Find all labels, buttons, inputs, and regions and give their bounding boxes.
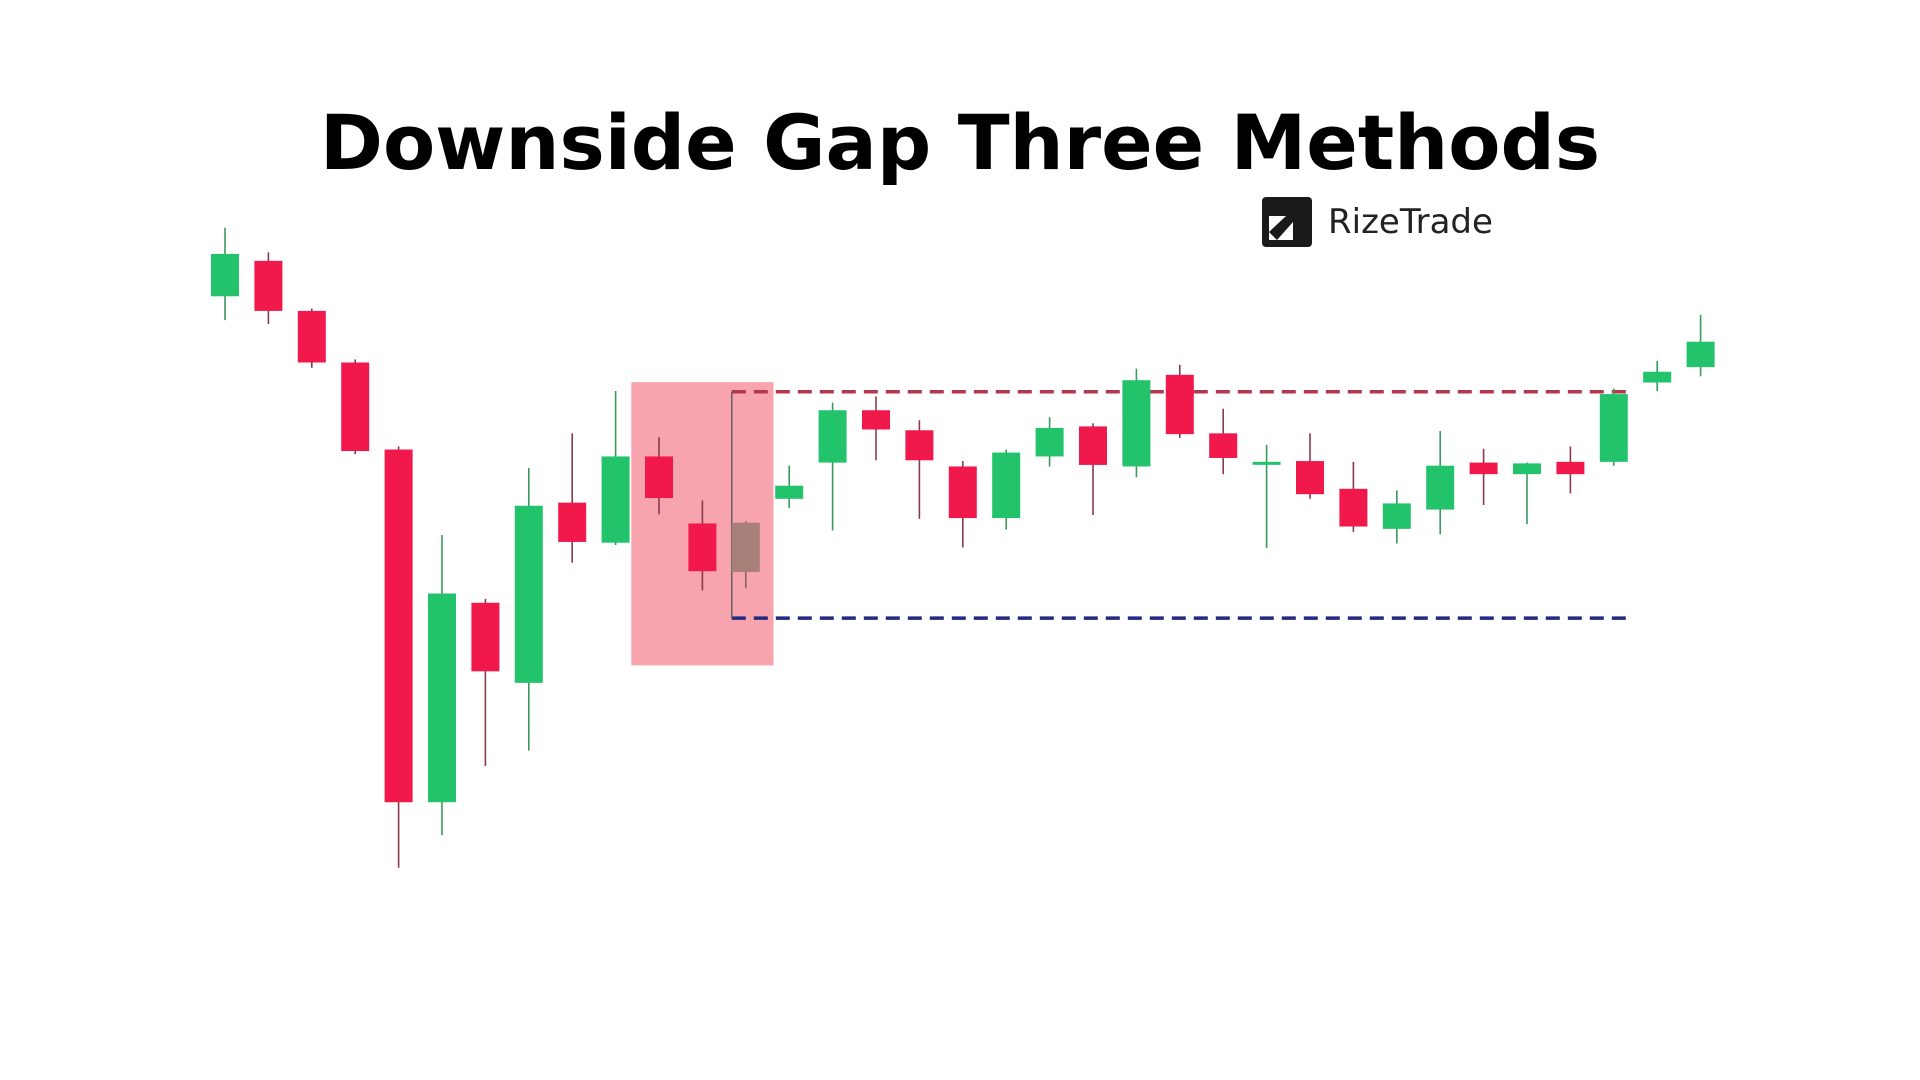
- candle: [775, 465, 804, 509]
- candle: [992, 449, 1021, 530]
- candle-body: [297, 310, 326, 363]
- candle-body: [1296, 461, 1324, 495]
- candle-body: [645, 456, 673, 499]
- candle: [211, 227, 239, 321]
- candle: [1035, 417, 1064, 467]
- arrow-up-right-logo-icon: [1262, 197, 1312, 247]
- candle: [428, 535, 456, 836]
- candle-body: [1382, 503, 1411, 529]
- candle-body: [862, 410, 890, 430]
- candle-body: [428, 593, 456, 803]
- candle: [948, 461, 977, 548]
- candle: [471, 598, 500, 767]
- candle: [558, 433, 587, 563]
- candle-body: [514, 505, 543, 683]
- candle: [731, 521, 760, 589]
- candle: [254, 252, 283, 324]
- candle-body: [601, 456, 630, 543]
- candle: [297, 308, 326, 368]
- candle-body: [1556, 461, 1585, 475]
- candle: [1339, 461, 1368, 532]
- candle: [1209, 408, 1238, 475]
- candle: [384, 446, 413, 868]
- candle-body: [1599, 394, 1628, 462]
- brand-logo: RizeTrade: [1260, 195, 1493, 249]
- candle-body: [1513, 463, 1541, 475]
- candle: [688, 500, 717, 591]
- candle: [601, 390, 630, 546]
- candle: [1686, 314, 1715, 377]
- candle: [514, 468, 543, 751]
- candle-body: [1339, 488, 1368, 527]
- candle-body: [211, 253, 239, 297]
- candle: [1165, 364, 1194, 438]
- candle: [905, 420, 934, 519]
- candle-body: [1426, 465, 1455, 510]
- candle: [645, 437, 673, 515]
- candle-body: [1079, 426, 1107, 465]
- candle-body: [1643, 371, 1672, 383]
- candle: [818, 402, 847, 531]
- candle: [862, 396, 890, 461]
- candle-body: [1209, 433, 1238, 458]
- candle-body: [558, 502, 587, 542]
- candle-body: [905, 430, 934, 461]
- candle: [1252, 444, 1281, 549]
- candle-body: [471, 602, 500, 672]
- candle-body: [948, 466, 977, 519]
- candle: [1382, 490, 1411, 544]
- candle: [1426, 431, 1455, 535]
- candle-body: [384, 449, 413, 803]
- candle-body: [1122, 380, 1151, 467]
- candle-body: [688, 523, 717, 572]
- candle: [1556, 446, 1585, 494]
- candle-body: [341, 362, 370, 452]
- candle: [1469, 448, 1498, 505]
- candle: [1079, 423, 1107, 515]
- candle-body: [1165, 374, 1194, 435]
- candle-body: [992, 452, 1021, 519]
- candle-body: [1686, 341, 1715, 368]
- candle: [1513, 462, 1541, 525]
- candle-body: [775, 485, 804, 499]
- candle-body: [818, 410, 847, 463]
- candle-body: [1469, 462, 1498, 475]
- candles-layer: [211, 227, 1715, 868]
- candle-body: [731, 522, 760, 572]
- page-title: Downside Gap Three Methods: [319, 98, 1601, 187]
- candle-body: [254, 260, 283, 311]
- candle: [1599, 388, 1628, 466]
- candle: [1643, 360, 1672, 391]
- candle: [1122, 368, 1151, 478]
- candle-body: [1252, 461, 1281, 465]
- candle-body: [1035, 427, 1064, 457]
- candle: [1296, 433, 1324, 499]
- candle: [341, 359, 370, 455]
- brand-name: RizeTrade: [1328, 202, 1493, 242]
